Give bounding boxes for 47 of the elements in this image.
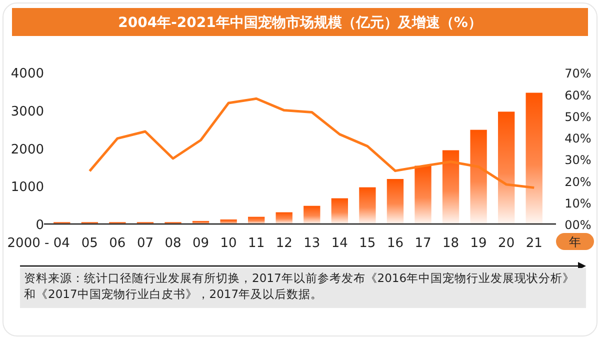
bar — [359, 187, 376, 224]
y2-tick-label: 50% — [564, 110, 592, 124]
y2-tick-label: 70% — [564, 66, 592, 81]
y-tick-label: 3000 — [10, 104, 44, 120]
x-tick-label: 05 — [81, 236, 98, 251]
x-tick-label: 19 — [470, 236, 487, 251]
y-tick-label: 0 — [36, 218, 44, 233]
x-tick-label: 14 — [331, 236, 348, 251]
x-axis-title: 年 — [569, 235, 581, 249]
y2-tick-label: 00% — [564, 218, 592, 232]
chart-title: 2004年-2021年中国宠物市场规模（亿元）及增速（%） — [118, 14, 482, 31]
text: 资料来源：统计口径随行业发展有所切换，2017年以前参考发布《2016年中国宠物行业发展现状分析》和《2017中国宠物行业白皮书》，2017年及以后数据。 — [24, 270, 576, 302]
y2-tick-label: 40% — [564, 132, 592, 146]
bar — [248, 216, 265, 224]
bar — [470, 130, 487, 224]
y2-tick-label: 10% — [564, 196, 592, 210]
bar — [442, 150, 460, 224]
y-tick-label: 4000 — [10, 66, 44, 82]
x-tick-label: 20 — [498, 236, 515, 251]
x-tick-label: 06 — [109, 236, 126, 251]
bar — [414, 166, 432, 224]
bar — [526, 92, 542, 224]
y-tick-label: 2000 — [10, 142, 44, 158]
x-tick-label: 07 — [136, 236, 154, 251]
y2-tick-label: 30% — [564, 153, 592, 168]
x-tick-label: 15 — [359, 236, 376, 251]
bar — [386, 178, 404, 224]
bar — [331, 198, 348, 224]
x-tick-label: 16 — [386, 236, 404, 251]
bar — [276, 212, 292, 224]
x-tick-label: 09 — [192, 236, 210, 251]
x-tick-label: 12 — [276, 236, 292, 251]
y2-tick-label: 20% — [564, 174, 592, 189]
bar — [498, 112, 515, 224]
x-tick-label: 21 — [526, 236, 542, 251]
bar — [220, 219, 237, 224]
y2-tick-label: 60% — [564, 88, 592, 102]
x-tick-label: 17 — [414, 236, 432, 251]
bar — [304, 206, 320, 224]
x-tick-label: 2000 - 04 — [7, 236, 70, 251]
line-series — [88, 97, 536, 189]
x-tick-label: 13 — [304, 236, 320, 251]
y-tick-label: 1000 — [10, 180, 44, 196]
x-tick-label: 10 — [220, 236, 237, 251]
x-tick-label: 08 — [164, 236, 182, 251]
x-tick-label: 11 — [248, 236, 265, 251]
x-tick-label: 18 — [442, 236, 460, 251]
